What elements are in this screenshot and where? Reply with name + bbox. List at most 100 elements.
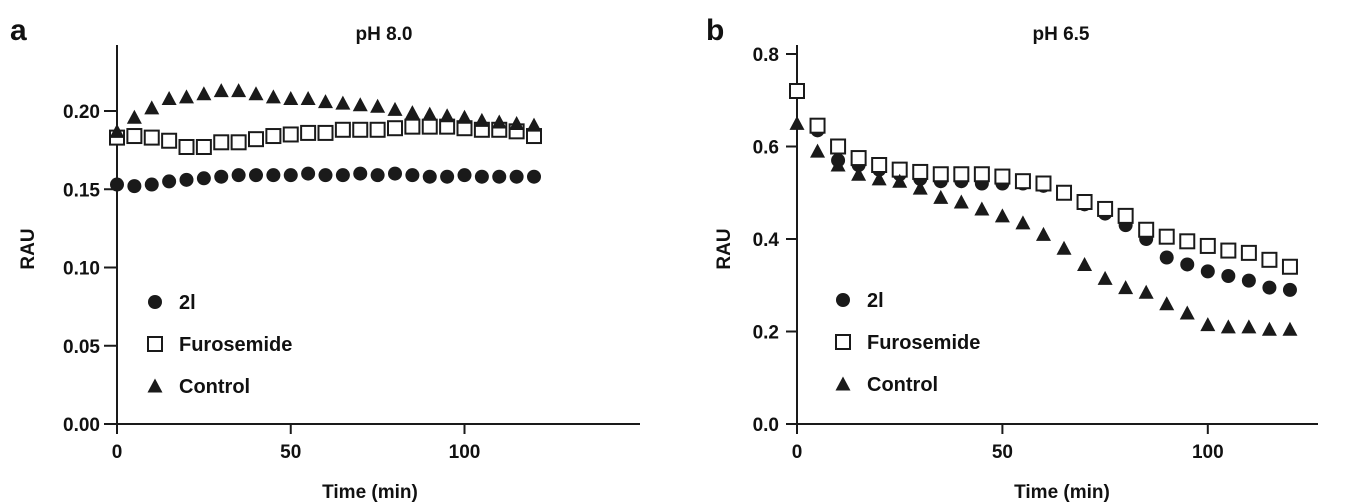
data-point [892, 173, 908, 188]
legend-label: Furosemide [179, 334, 292, 356]
data-point [1159, 250, 1174, 265]
y-tick-label: 0.20 [63, 102, 100, 123]
data-point [809, 117, 826, 134]
panel-letter: b [706, 14, 724, 47]
chart-title: pH 8.0 [355, 24, 412, 45]
data-point [421, 118, 438, 135]
data-point [474, 112, 490, 127]
data-point [973, 166, 990, 183]
data-point [352, 121, 369, 138]
panel-a: a pH 8.0 Time (min) RAU 0.00 0.05 0.10 0.15… [10, 14, 640, 503]
data-point [195, 138, 212, 155]
data-point [1138, 284, 1154, 299]
data-point [127, 179, 142, 194]
x-tick-label: 50 [280, 442, 301, 463]
y-tick-label: 0.0 [753, 415, 779, 436]
data-point [1097, 270, 1113, 285]
data-point [526, 117, 542, 132]
legend: 2l Furosemide Control [835, 290, 980, 396]
legend-marker [148, 295, 162, 309]
data-point [1076, 194, 1093, 210]
data-point [509, 116, 525, 131]
y-axis-label: RAU [714, 228, 735, 269]
data-point [178, 138, 195, 155]
data-point [300, 90, 316, 105]
data-point [388, 166, 402, 181]
legend-label: Furosemide [867, 332, 980, 354]
data-point [179, 172, 194, 187]
data-point [404, 105, 420, 120]
data-point [213, 83, 229, 98]
data-point [1220, 319, 1236, 334]
legend-marker [835, 376, 851, 391]
data-point [1179, 305, 1195, 320]
legend: 2l Furosemide Control [147, 292, 292, 398]
x-tick-label: 100 [1192, 442, 1224, 463]
data-point [317, 124, 334, 141]
data-point [789, 115, 805, 130]
data-point [1199, 237, 1216, 254]
data-point [387, 120, 403, 137]
data-point [422, 106, 438, 121]
data-point [1014, 173, 1031, 190]
data-point [974, 201, 990, 216]
legend-label: Control [867, 374, 938, 396]
data-point [387, 101, 403, 116]
data-point [1035, 175, 1052, 192]
data-point [1035, 226, 1051, 241]
data-point [404, 118, 421, 135]
series-2l [110, 166, 541, 194]
data-point [301, 166, 316, 181]
x-tick-label: 0 [112, 442, 123, 463]
y-tick-label: 0.15 [63, 180, 100, 201]
data-point [439, 108, 455, 123]
data-point [353, 166, 368, 181]
data-point [214, 169, 229, 184]
data-point [1138, 221, 1155, 238]
x-tick-label: 100 [449, 442, 481, 463]
data-point [143, 129, 160, 146]
data-point [932, 166, 949, 183]
data-point [912, 180, 928, 195]
data-point [422, 169, 437, 184]
data-point [1241, 273, 1256, 288]
data-point [161, 90, 177, 105]
data-point [144, 177, 159, 192]
data-point [369, 121, 386, 138]
x-tick-label: 0 [792, 442, 803, 463]
series-control [109, 83, 542, 138]
y-tick-label: 0.8 [753, 45, 779, 66]
data-point [370, 168, 385, 183]
data-point [231, 168, 246, 183]
data-point [248, 131, 264, 148]
data-point [1282, 282, 1297, 297]
data-point [109, 123, 125, 138]
data-point [1220, 242, 1237, 259]
data-point [196, 86, 212, 101]
data-point [953, 166, 970, 183]
data-point [1056, 184, 1073, 201]
data-point [1261, 321, 1277, 336]
data-point [352, 97, 368, 112]
data-point [994, 208, 1010, 223]
legend-marker [147, 336, 163, 352]
data-point [933, 189, 949, 204]
data-point [1200, 317, 1216, 332]
data-point [1117, 207, 1134, 224]
data-point [213, 134, 230, 151]
data-point [912, 163, 929, 180]
data-point [871, 171, 887, 186]
panel-letter: a [10, 14, 27, 47]
data-point [953, 194, 969, 209]
data-point [1158, 228, 1175, 245]
y-tick-label: 0.4 [753, 230, 780, 251]
data-point [1261, 251, 1278, 268]
legend-label: 2l [867, 290, 884, 312]
data-point [1262, 280, 1277, 295]
data-point [1077, 256, 1093, 271]
data-point [492, 169, 507, 184]
y-tick-label: 0.00 [63, 415, 100, 436]
legend-label: Control [179, 376, 250, 398]
data-point [318, 94, 333, 109]
data-point [1015, 215, 1031, 230]
